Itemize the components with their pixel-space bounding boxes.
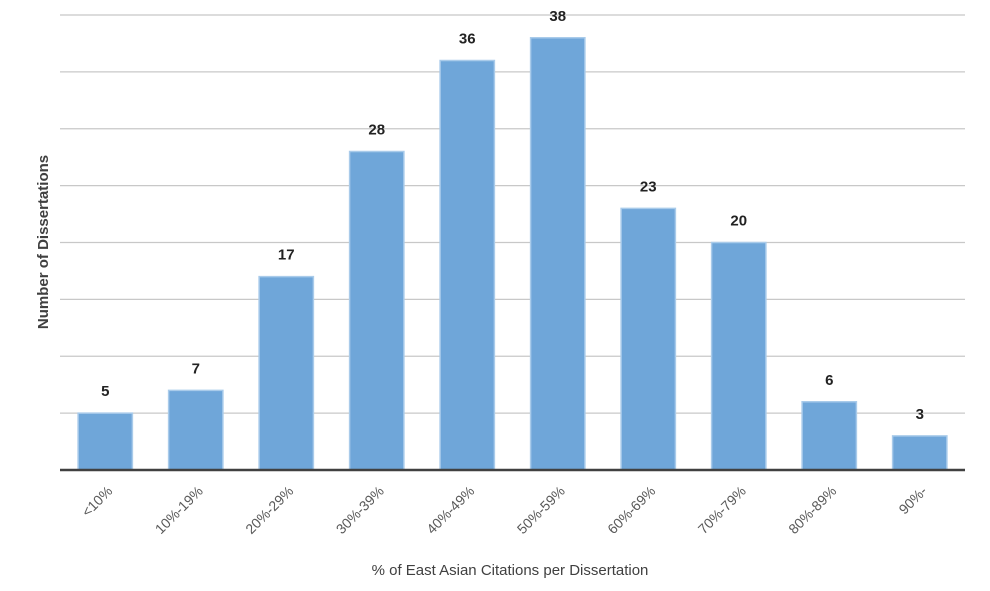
x-tick-label: 30%-39% [333,483,387,537]
bar [710,241,767,471]
bar [801,401,858,471]
data-label: 28 [368,122,385,139]
y-axis-title: Number of Dissertations [35,155,52,329]
bar [439,59,496,471]
bar [77,412,134,471]
bar [620,207,677,471]
bar [167,389,224,471]
data-label: 3 [916,406,924,423]
bar [348,150,405,471]
x-tick-label: <10% [78,483,115,520]
data-label: 23 [640,178,657,195]
x-tick-label: 10%-19% [152,483,206,537]
data-label: 5 [101,383,109,400]
data-label: 20 [730,213,747,230]
x-tick-label: 20%-29% [242,483,296,537]
x-tick-label: 80%-89% [785,483,839,537]
data-label: 17 [278,247,295,264]
x-tick-label: 40%-49% [423,483,477,537]
data-label: 7 [192,360,200,377]
bar [529,37,586,471]
x-tick-label: 70%-79% [695,483,749,537]
data-label: 6 [825,372,833,389]
x-tick-label: 50%-59% [514,483,568,537]
bar [258,275,315,471]
data-label: 36 [459,31,476,48]
data-label: 38 [549,8,566,25]
x-axis-title: % of East Asian Citations per Dissertati… [372,562,649,579]
x-tick-label: 90%- [895,483,930,518]
bar [891,435,948,471]
x-tick-label: 60%-69% [604,483,658,537]
